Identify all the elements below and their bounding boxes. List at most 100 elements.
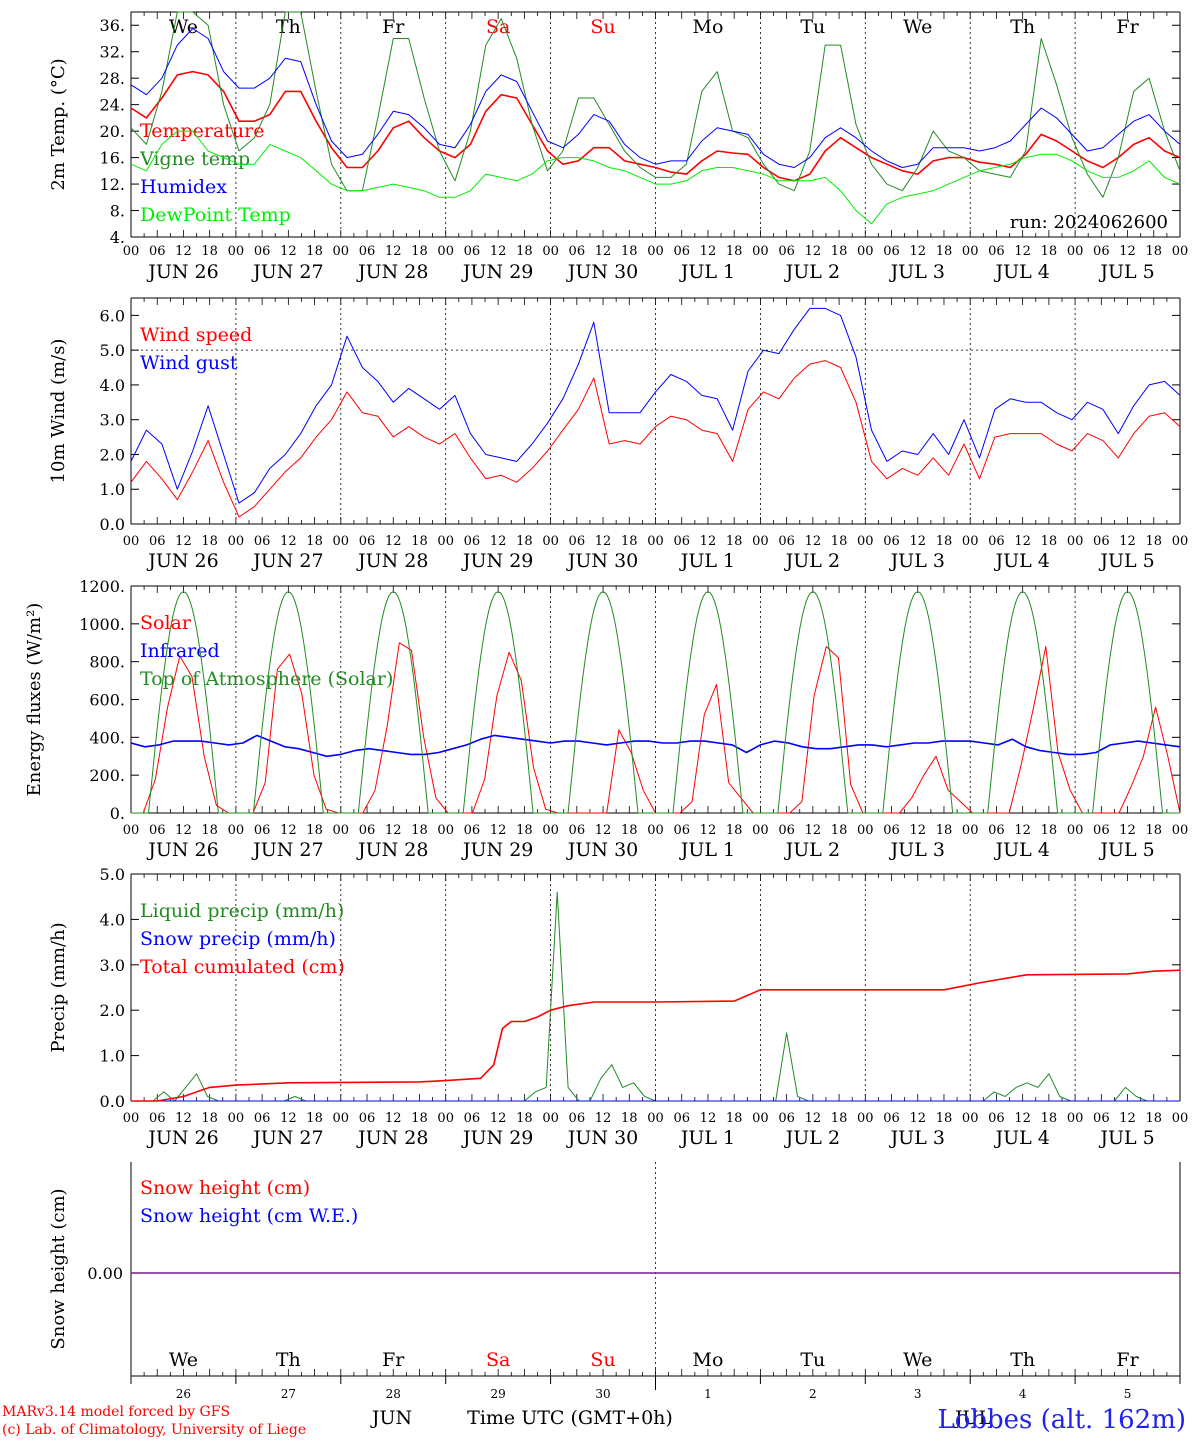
hour-tick-label: 12 — [595, 534, 612, 549]
hour-tick-label: 18 — [726, 534, 743, 549]
hour-tick-label: 18 — [306, 534, 323, 549]
legend-entry: Total cumulated (cm) — [140, 956, 345, 978]
hour-tick-label: 12 — [1014, 534, 1031, 549]
hour-tick-label: 12 — [805, 244, 822, 259]
hour-tick-label: 18 — [1146, 1111, 1163, 1126]
weekday-label: We — [169, 1349, 198, 1371]
weekday-label: We — [903, 1349, 932, 1371]
hour-tick-label: 12 — [1119, 534, 1136, 549]
hour-tick-label: 12 — [595, 1111, 612, 1126]
y-tick-label: 8. — [110, 202, 125, 221]
legend-entry: Humidex — [140, 176, 227, 198]
y-tick-label: 600. — [89, 691, 125, 710]
hour-tick-label: 06 — [1093, 1111, 1110, 1126]
day-number-label: 28 — [386, 1387, 401, 1401]
y-tick-label: 4.0 — [100, 376, 125, 395]
hour-tick-label: 06 — [883, 823, 900, 838]
hour-tick-label: 00 — [1172, 244, 1189, 259]
series-dewpoint-temp — [130, 130, 1181, 225]
legend-entry: Liquid precip (mm/h) — [140, 900, 344, 922]
hour-tick-label: 06 — [464, 1111, 481, 1126]
series-infrared — [130, 734, 1181, 758]
weekday-label: Su — [590, 1349, 615, 1371]
hour-tick-label: 00 — [752, 244, 769, 259]
series-top-of-atmosphere-solar — [131, 591, 1180, 814]
hour-tick-label: 18 — [1041, 823, 1058, 838]
day-number-label: 29 — [491, 1387, 506, 1401]
hour-tick-label: 18 — [726, 823, 743, 838]
y-tick-label: 16. — [100, 149, 125, 168]
hour-tick-label: 18 — [306, 244, 323, 259]
panel-snow: Snow height (cm) We Th Fr Sa Su Mo Tu We Th Fr 26 27… — [48, 1162, 1181, 1401]
hour-tick-label: 00 — [542, 244, 559, 259]
hour-tick-label: 12 — [385, 823, 402, 838]
weekday-label: We — [903, 16, 932, 38]
hour-tick-label: 06 — [254, 823, 271, 838]
date-label: JUL 2 — [784, 550, 840, 572]
hour-tick-label: 00 — [123, 1111, 140, 1126]
hour-tick-label: 00 — [857, 534, 874, 549]
date-label: JUL 4 — [993, 1127, 1049, 1149]
footer-model-line: MARv3.14 model forced by GFS — [2, 1404, 230, 1420]
date-label: JUN 26 — [146, 261, 218, 283]
weekday-label: Su — [590, 16, 615, 38]
y-axis-label: 2m Temp. (°C) — [48, 58, 69, 190]
y-tick-label: 0.0 — [100, 1092, 125, 1111]
y-tick-label: 1200. — [79, 577, 125, 596]
hour-tick-label: 00 — [437, 1111, 454, 1126]
date-label: JUN 29 — [461, 550, 533, 572]
hour-tick-label: 18 — [936, 1111, 953, 1126]
hour-tick-label: 00 — [752, 1111, 769, 1126]
date-label: JUN 26 — [146, 1127, 218, 1149]
legend-entry: Wind speed — [140, 324, 252, 346]
hour-tick-label: 12 — [490, 244, 507, 259]
hour-tick-label: 00 — [647, 1111, 664, 1126]
hour-tick-label: 18 — [411, 823, 428, 838]
hour-tick-label: 12 — [909, 534, 926, 549]
hour-tick-label: 18 — [726, 244, 743, 259]
hour-tick-label: 06 — [673, 534, 690, 549]
y-tick-label: 200. — [89, 766, 125, 785]
panel-energy: 0. 200. 400. 600. 800. 1000. 1200. Energy fluxe… — [24, 577, 1188, 861]
weekday-label: Tu — [800, 1349, 825, 1371]
hour-tick-label: 12 — [805, 823, 822, 838]
hour-tick-label: 06 — [569, 823, 586, 838]
hour-tick-label: 00 — [962, 823, 979, 838]
weekday-label: Th — [276, 16, 301, 38]
date-label: JUN 27 — [251, 550, 323, 572]
hour-tick-label: 18 — [831, 823, 848, 838]
date-label: JUN 29 — [461, 1127, 533, 1149]
hour-tick-label: 18 — [1041, 1111, 1058, 1126]
hour-tick-label: 12 — [175, 823, 192, 838]
hour-tick-label: 00 — [228, 1111, 245, 1126]
date-label: JUL 1 — [679, 1127, 735, 1149]
date-label: JUL 3 — [889, 1127, 945, 1149]
hour-tick-label: 18 — [1041, 534, 1058, 549]
hour-tick-label: 06 — [359, 1111, 376, 1126]
y-axis-label: Energy fluxes (W/m²) — [24, 603, 45, 797]
hour-tick-label: 18 — [831, 534, 848, 549]
hour-tick-label: 12 — [909, 823, 926, 838]
hour-tick-label: 12 — [175, 534, 192, 549]
hour-tick-label: 06 — [569, 244, 586, 259]
hour-tick-label: 06 — [149, 244, 166, 259]
hour-tick-label: 12 — [175, 1111, 192, 1126]
weekday-label: Sa — [486, 16, 510, 38]
day-number-label: 3 — [914, 1387, 922, 1401]
hour-tick-label: 12 — [490, 1111, 507, 1126]
hour-tick-label: 06 — [673, 823, 690, 838]
hour-tick-label: 06 — [359, 823, 376, 838]
hour-tick-label: 00 — [1172, 534, 1189, 549]
hour-tick-label: 06 — [883, 1111, 900, 1126]
series-vigne-temp — [130, 11, 1181, 198]
weekday-label: Tu — [800, 16, 825, 38]
y-tick-label: 28. — [100, 69, 125, 88]
date-label: JUL 5 — [1098, 1127, 1154, 1149]
hour-tick-label: 06 — [569, 534, 586, 549]
hour-tick-label: 00 — [647, 244, 664, 259]
date-label: JUN 26 — [146, 550, 218, 572]
hour-tick-label: 00 — [228, 823, 245, 838]
hour-tick-label: 06 — [778, 1111, 795, 1126]
hour-tick-label: 00 — [752, 534, 769, 549]
